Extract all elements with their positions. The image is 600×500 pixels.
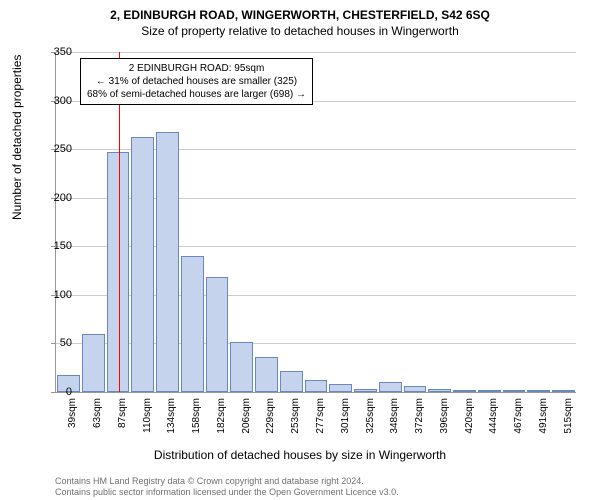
bar xyxy=(107,152,130,392)
gridline xyxy=(56,52,576,53)
xtick-label: 158sqm xyxy=(191,398,202,448)
xtick-label: 372sqm xyxy=(414,398,425,448)
title-main: 2, EDINBURGH ROAD, WINGERWORTH, CHESTERF… xyxy=(0,0,600,22)
xtick-label: 420sqm xyxy=(464,398,475,448)
xtick-label: 467sqm xyxy=(513,398,524,448)
chart-container: 2, EDINBURGH ROAD, WINGERWORTH, CHESTERF… xyxy=(0,0,600,500)
xtick-label: 277sqm xyxy=(315,398,326,448)
footer-attribution: Contains HM Land Registry data © Crown c… xyxy=(55,476,399,498)
xtick-label: 182sqm xyxy=(216,398,227,448)
ytick-label: 0 xyxy=(42,386,72,398)
ytick-label: 350 xyxy=(42,46,72,58)
xtick-label: 301sqm xyxy=(340,398,351,448)
bar xyxy=(82,334,105,392)
y-axis-label: Number of detached properties xyxy=(10,55,24,220)
xtick-label: 87sqm xyxy=(117,398,128,448)
annotation-box: 2 EDINBURGH ROAD: 95sqm← 31% of detached… xyxy=(80,58,313,105)
xtick-label: 253sqm xyxy=(290,398,301,448)
bar xyxy=(453,390,476,392)
footer-line2: Contains public sector information licen… xyxy=(55,487,399,498)
bar xyxy=(404,386,427,392)
xtick-label: 134sqm xyxy=(166,398,177,448)
xtick-label: 396sqm xyxy=(439,398,450,448)
ytick-label: 250 xyxy=(42,143,72,155)
xtick-label: 206sqm xyxy=(241,398,252,448)
ytick-label: 200 xyxy=(42,192,72,204)
bar xyxy=(230,342,253,393)
x-axis-label: Distribution of detached houses by size … xyxy=(0,448,600,462)
xtick-label: 63sqm xyxy=(92,398,103,448)
bar xyxy=(255,357,278,392)
xtick-label: 229sqm xyxy=(265,398,276,448)
chart-area xyxy=(55,52,575,422)
annotation-line: ← 31% of detached houses are smaller (32… xyxy=(87,75,306,88)
ytick-label: 300 xyxy=(42,95,72,107)
bar xyxy=(329,384,352,392)
xtick-label: 325sqm xyxy=(365,398,376,448)
xtick-label: 444sqm xyxy=(488,398,499,448)
bar xyxy=(527,390,550,392)
bar xyxy=(478,390,501,392)
ytick-label: 150 xyxy=(42,240,72,252)
xtick-label: 39sqm xyxy=(67,398,78,448)
annotation-line: 68% of semi-detached houses are larger (… xyxy=(87,88,306,101)
ytick-label: 100 xyxy=(42,289,72,301)
bar xyxy=(354,389,377,392)
bar xyxy=(206,277,229,392)
footer-line1: Contains HM Land Registry data © Crown c… xyxy=(55,476,399,487)
bar xyxy=(305,380,328,392)
bar xyxy=(156,132,179,392)
bar xyxy=(428,389,451,392)
ytick-label: 50 xyxy=(42,337,72,349)
bar xyxy=(280,371,303,392)
bar xyxy=(131,137,154,392)
xtick-label: 110sqm xyxy=(142,398,153,448)
bar xyxy=(181,256,204,392)
xtick-label: 348sqm xyxy=(389,398,400,448)
title-sub: Size of property relative to detached ho… xyxy=(0,22,600,38)
xtick-label: 491sqm xyxy=(538,398,549,448)
bar xyxy=(503,390,526,392)
bar xyxy=(379,382,402,392)
xtick-label: 515sqm xyxy=(563,398,574,448)
bar xyxy=(552,390,575,392)
annotation-line: 2 EDINBURGH ROAD: 95sqm xyxy=(87,62,306,75)
